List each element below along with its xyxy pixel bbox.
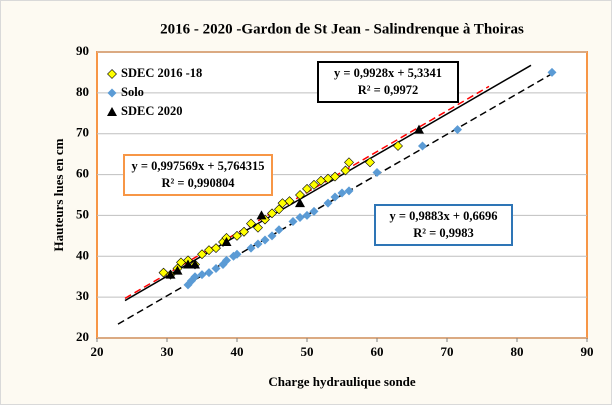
point — [232, 249, 242, 259]
point — [204, 268, 214, 278]
point — [267, 208, 277, 219]
x-axis-label: Charge hydraulique sonde — [268, 374, 416, 389]
y-tick-label: 70 — [76, 125, 89, 140]
equation-box — [317, 61, 459, 103]
point — [158, 267, 169, 278]
point — [221, 236, 232, 246]
point — [190, 272, 200, 282]
point — [211, 264, 221, 274]
point — [295, 198, 305, 208]
point — [284, 196, 295, 207]
point — [453, 125, 462, 135]
equation-box — [374, 204, 513, 246]
point — [344, 186, 354, 196]
point — [253, 239, 263, 249]
x-tick-label: 60 — [371, 344, 384, 359]
point — [246, 218, 256, 229]
r2-label: R² = 0,9983 — [413, 226, 474, 240]
point — [330, 192, 340, 202]
y-tick-label: 50 — [76, 206, 89, 221]
point — [302, 210, 312, 220]
y-tick-label: 60 — [76, 166, 89, 181]
y-axis-label: Hauteurs lues en cm — [51, 138, 66, 251]
point — [365, 157, 375, 168]
point — [190, 259, 200, 269]
legend-label: SDEC 2020 — [121, 104, 182, 118]
point — [414, 124, 424, 134]
point — [418, 141, 427, 151]
equation-label: y = 0,9883x + 0,6696 — [390, 209, 498, 223]
point — [256, 210, 267, 220]
point — [165, 269, 176, 279]
legend-marker — [107, 69, 117, 79]
point — [239, 226, 249, 237]
point — [274, 225, 284, 235]
equation-label: y = 0,9928x + 5,3341 — [334, 66, 442, 80]
chart-title: 2016 - 2020 -Gardon de St Jean - Salindr… — [160, 21, 524, 37]
point — [330, 171, 340, 182]
x-tick-label: 80 — [511, 344, 524, 359]
x-tick-label: 30 — [161, 344, 174, 359]
point — [288, 217, 298, 227]
point — [267, 231, 277, 241]
legend-marker — [107, 88, 117, 98]
x-tick-label: 20 — [91, 344, 104, 359]
point — [323, 198, 333, 208]
point — [197, 249, 207, 260]
r2-label: R² = 0,990804 — [161, 176, 235, 190]
point — [295, 212, 305, 222]
x-tick-label: 70 — [441, 344, 454, 359]
point — [309, 179, 319, 190]
point — [246, 243, 256, 253]
point — [260, 235, 270, 245]
point — [274, 204, 284, 215]
point — [372, 168, 382, 178]
point — [197, 270, 207, 280]
y-tick-label: 20 — [76, 329, 89, 344]
point — [340, 165, 351, 176]
r2-label: R² = 0,9972 — [358, 83, 419, 97]
equation-box — [123, 154, 273, 196]
legend-marker — [107, 107, 117, 116]
point — [211, 243, 221, 254]
y-tick-label: 30 — [76, 288, 89, 303]
point — [253, 222, 263, 233]
point — [172, 265, 183, 275]
point — [232, 230, 242, 241]
y-tick-label: 40 — [76, 247, 89, 262]
point — [222, 255, 231, 265]
legend-label: Solo — [121, 85, 144, 99]
x-tick-label: 50 — [301, 344, 314, 359]
x-tick-label: 90 — [581, 344, 594, 359]
point — [344, 157, 354, 168]
point — [393, 141, 403, 151]
point — [547, 67, 557, 77]
legend-label: SDEC 2016 -18 — [121, 66, 202, 80]
point — [337, 188, 347, 198]
point — [302, 183, 312, 194]
y-tick-label: 90 — [76, 43, 89, 58]
point — [183, 259, 193, 269]
point — [309, 206, 319, 216]
y-tick-label: 80 — [76, 84, 89, 99]
equation-label: y = 0,997569x + 5,764315 — [132, 159, 265, 173]
x-tick-label: 40 — [231, 344, 244, 359]
